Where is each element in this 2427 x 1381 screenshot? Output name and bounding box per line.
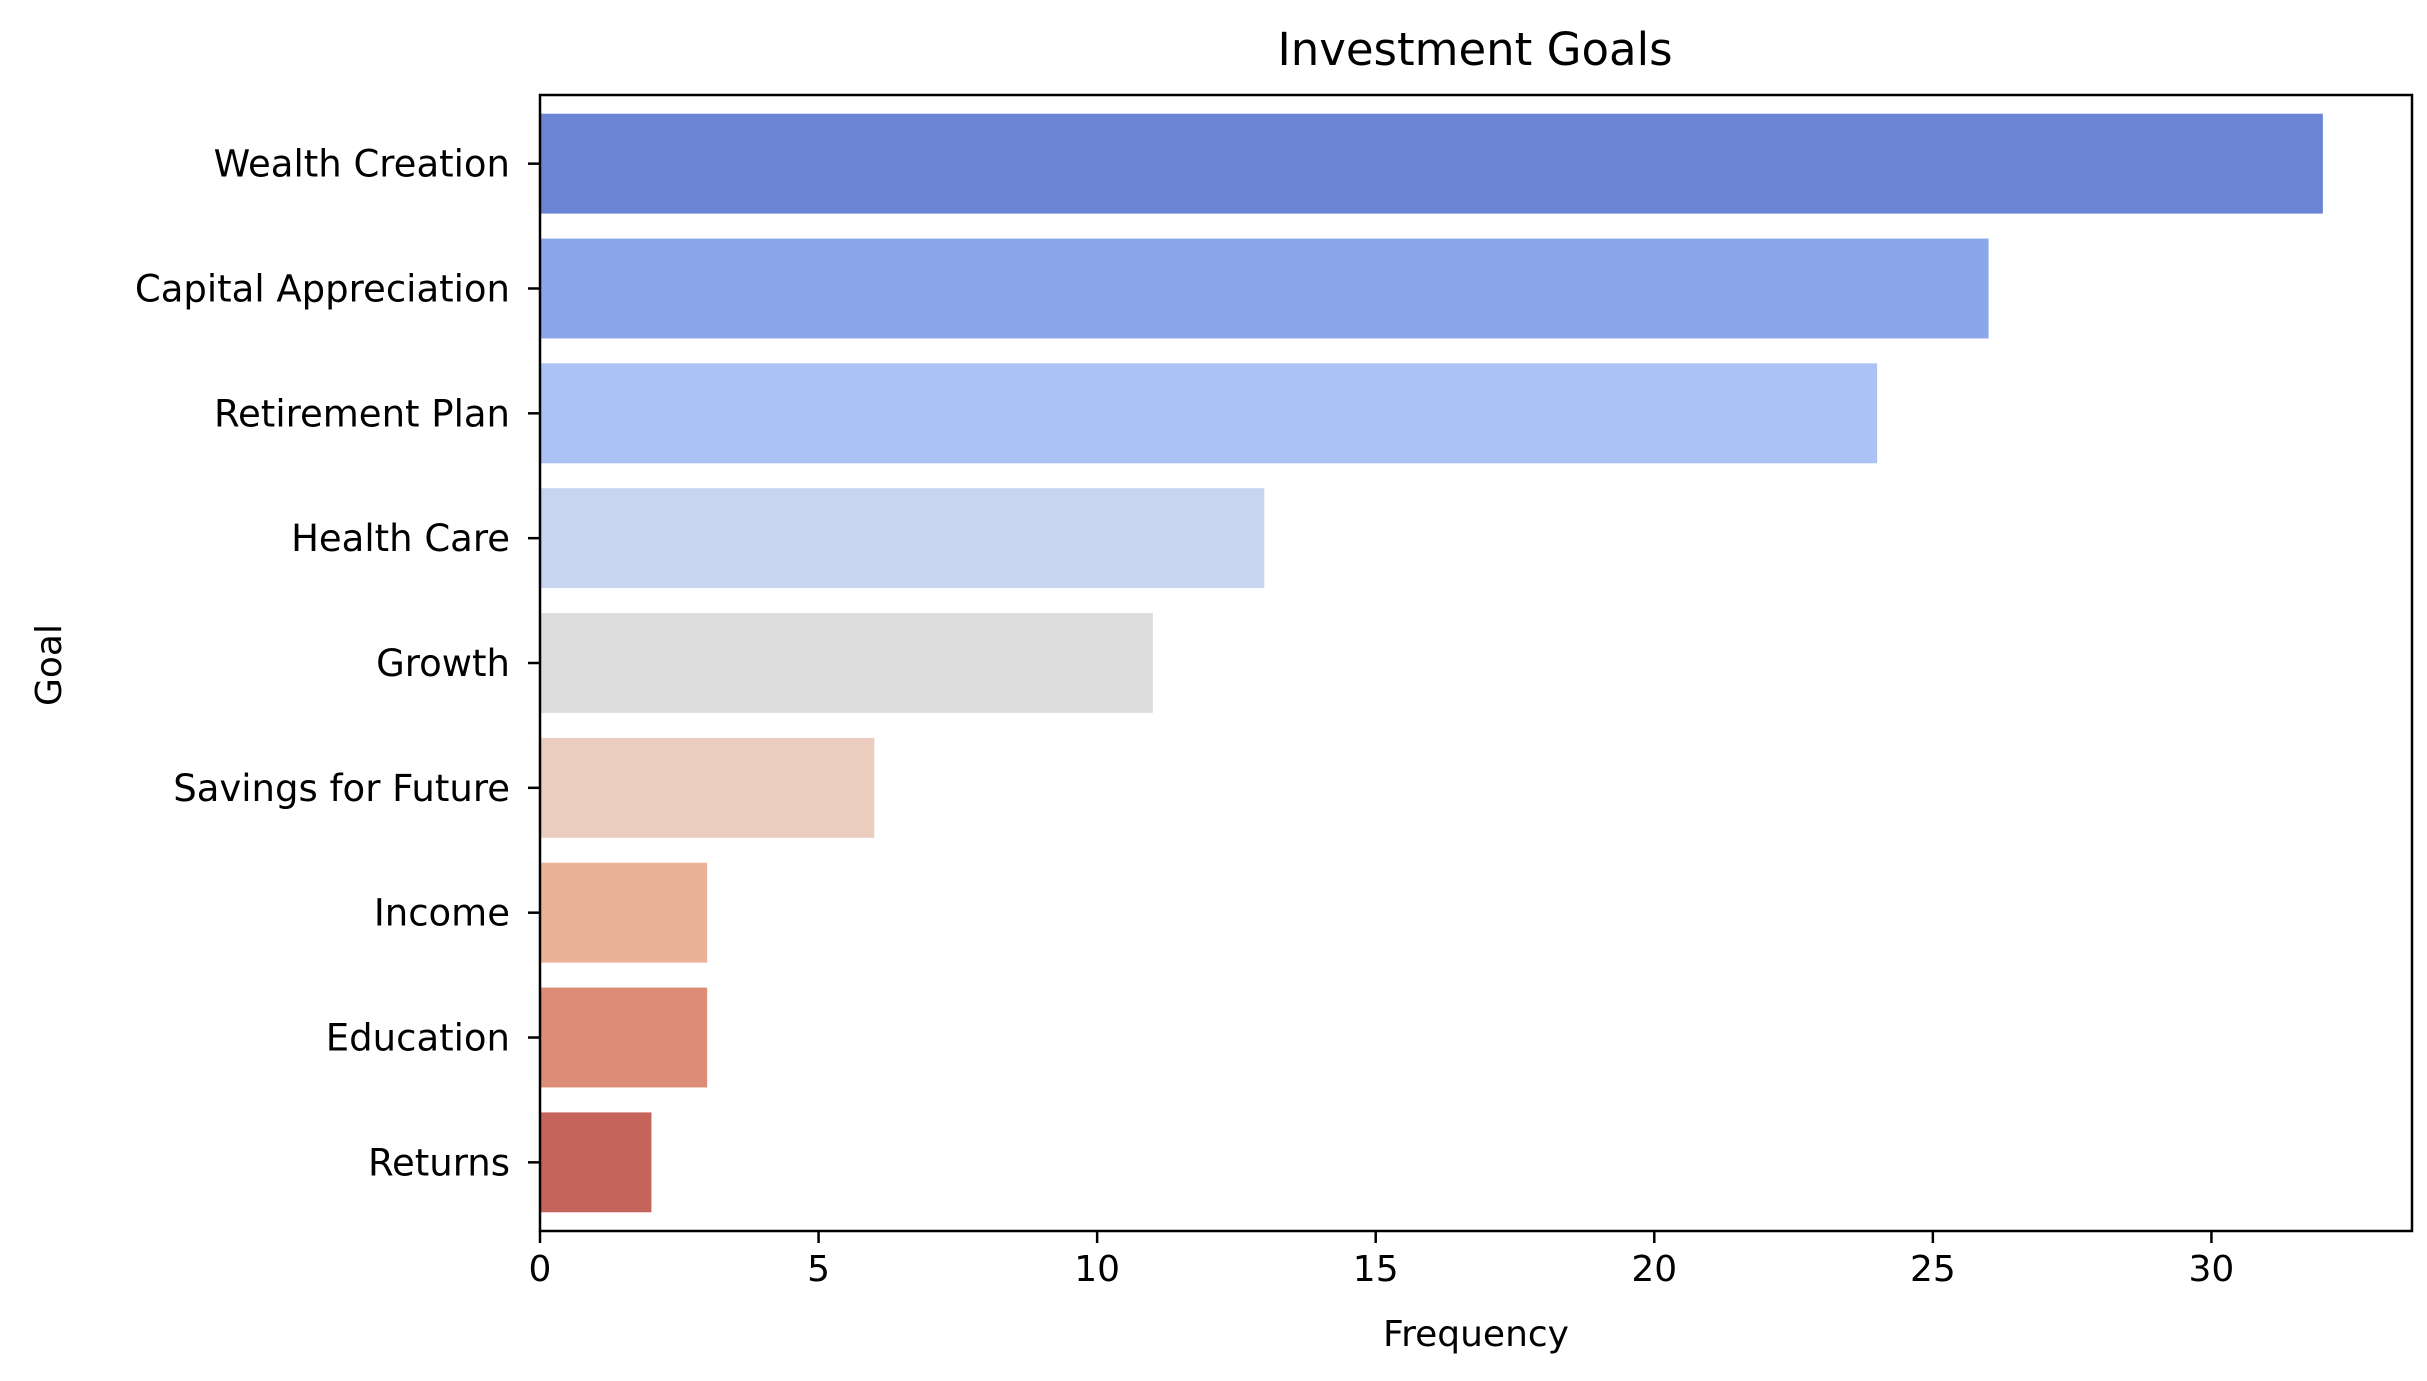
bar-wealth-creation: [540, 113, 2323, 214]
y-tick-label: Education: [326, 1017, 510, 1060]
y-tick-label: Health Care: [291, 517, 510, 560]
x-tick-label: 20: [1631, 1249, 1677, 1290]
x-tick-label: 30: [2189, 1249, 2235, 1290]
y-tick-label: Wealth Creation: [214, 143, 510, 186]
bar-retirement-plan: [540, 363, 1878, 464]
y-tick-label: Returns: [368, 1141, 510, 1184]
x-tick-label: 10: [1074, 1249, 1120, 1290]
y-tick-label: Growth: [376, 642, 510, 685]
bar-education: [540, 987, 708, 1088]
bar-capital-appreciation: [540, 238, 1989, 339]
x-tick-label: 25: [1910, 1249, 1956, 1290]
y-axis-label: Goal: [29, 624, 70, 706]
y-axis-ticks: Wealth Creation Capital Appreciation Retir…: [135, 143, 540, 1184]
plot-frame: [538, 93, 2414, 1233]
y-tick-label: Savings for Future: [173, 767, 510, 810]
chart-title: Investment Goals: [1277, 23, 1672, 76]
bar-health-care: [540, 488, 1265, 589]
bars-group: [540, 113, 2323, 1213]
x-axis-ticks: 0 5 10 15 20 25 30: [529, 1231, 2235, 1290]
bar-income: [540, 862, 708, 963]
x-axis-label: Frequency: [1383, 1314, 1569, 1355]
y-tick-label: Capital Appreciation: [135, 267, 510, 310]
x-tick-label: 5: [807, 1249, 830, 1290]
bar-growth: [540, 613, 1153, 713]
x-tick-label: 0: [529, 1249, 552, 1290]
x-tick-label: 15: [1353, 1249, 1399, 1290]
bar-savings-for-future: [540, 737, 875, 838]
bar-returns: [540, 1112, 652, 1213]
y-tick-label: Income: [374, 892, 510, 935]
y-tick-label: Retirement Plan: [214, 392, 510, 435]
